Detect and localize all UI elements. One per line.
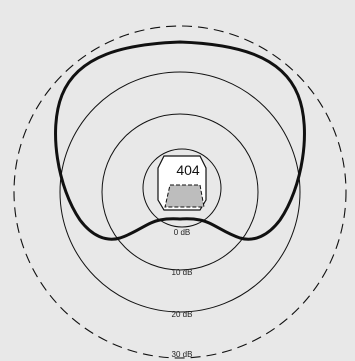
ring-label-30db: 30 dB — [172, 350, 193, 359]
speaker-driver — [164, 184, 205, 208]
ring-10db — [101, 113, 259, 271]
ring-0db — [142, 148, 222, 228]
ring-label-0db: 0 dB — [174, 228, 190, 237]
model-label: 404 — [176, 162, 200, 178]
ring-label-10db: 10 dB — [172, 268, 193, 277]
speaker-icon: 404 — [157, 155, 207, 211]
ring-30db — [13, 25, 347, 359]
polar-response-curve — [54, 40, 306, 241]
ring-20db — [59, 71, 301, 313]
ring-label-20db: 20 dB — [172, 310, 193, 319]
